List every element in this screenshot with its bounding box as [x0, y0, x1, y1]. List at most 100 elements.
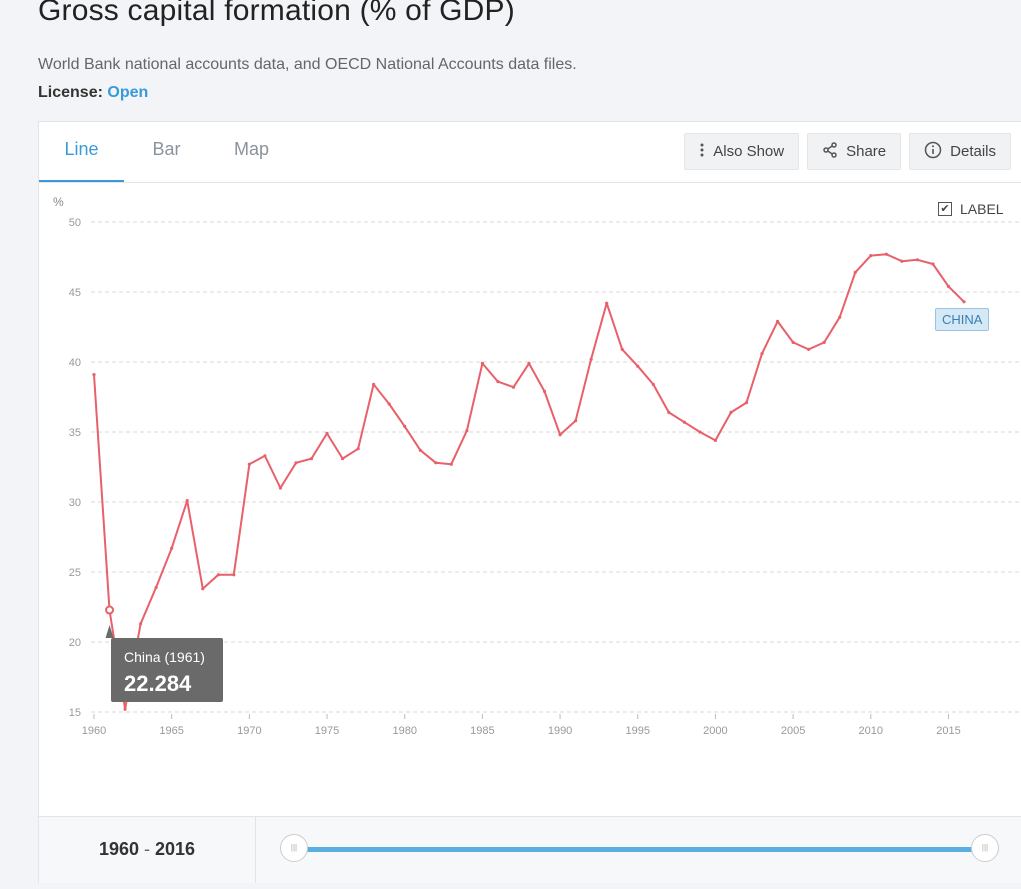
- license-line: License: Open: [38, 84, 148, 102]
- x-tick-label: 1985: [470, 725, 494, 737]
- data-point: [931, 262, 935, 266]
- data-point: [574, 419, 578, 423]
- data-point: [247, 462, 251, 466]
- also-show-label: Also Show: [713, 143, 785, 160]
- data-point: [605, 301, 609, 305]
- y-tick-label: 25: [69, 567, 81, 579]
- y-tick-label: 30: [69, 497, 81, 509]
- data-point: [92, 373, 96, 377]
- data-point: [807, 347, 811, 351]
- data-point: [325, 431, 329, 435]
- x-tick-label: 1965: [159, 725, 183, 737]
- data-point: [698, 430, 702, 434]
- details-button[interactable]: Details: [909, 133, 1011, 170]
- data-point: [170, 546, 174, 550]
- y-tick-label: 15: [69, 707, 81, 719]
- license-link[interactable]: Open: [107, 84, 149, 101]
- highlight-marker: [105, 605, 115, 615]
- toolbar: Also Show Share Details: [684, 133, 1011, 170]
- share-icon: [822, 141, 838, 162]
- tooltip-pointer: [105, 625, 114, 639]
- data-point: [309, 457, 314, 461]
- data-point: [465, 429, 469, 433]
- tab-line[interactable]: Line: [39, 122, 124, 183]
- data-point: [139, 622, 143, 626]
- data-point: [667, 410, 671, 414]
- x-tick-label: 2015: [936, 725, 960, 737]
- tab-map[interactable]: Map: [233, 139, 269, 159]
- data-point: [869, 254, 873, 258]
- data-point: [154, 585, 158, 589]
- y-tick-label: 40: [69, 357, 81, 369]
- x-tick-label: 1970: [237, 725, 261, 737]
- data-point: [853, 270, 857, 274]
- x-tick-label: 2005: [781, 725, 805, 737]
- y-axis-unit-label: %: [53, 195, 64, 209]
- data-point: [620, 347, 624, 351]
- data-point: [449, 462, 453, 466]
- y-tick-label: 50: [69, 217, 81, 229]
- data-point: [822, 340, 826, 344]
- details-label: Details: [950, 143, 996, 160]
- data-point: [651, 382, 655, 386]
- data-point: [636, 364, 640, 368]
- series-label-china: CHINA: [935, 308, 990, 331]
- data-point: [729, 410, 733, 414]
- page-title: Gross capital formation (% of GDP): [38, 0, 515, 27]
- data-point: [278, 486, 283, 490]
- share-button[interactable]: Share: [807, 133, 902, 170]
- data-point: [372, 382, 376, 386]
- x-tick-label: 2000: [703, 725, 727, 737]
- slider-handle-end[interactable]: |||: [971, 834, 999, 862]
- data-point: [263, 454, 267, 458]
- data-point: [760, 352, 764, 356]
- checkbox-icon[interactable]: ✔: [938, 202, 952, 216]
- chart-tabs: Line Bar Map: [39, 122, 294, 183]
- tab-divider: [39, 182, 1021, 183]
- data-point: [558, 433, 562, 437]
- tab-bar[interactable]: Bar: [152, 139, 181, 159]
- data-point: [682, 420, 686, 424]
- data-point: [962, 300, 966, 304]
- data-point: [216, 573, 220, 577]
- line-chart: % 15 20 25 30 35 40 45 50 1960 1965 1970 1975 1980 198…: [53, 195, 1021, 737]
- data-point: [775, 319, 780, 323]
- data-point: [340, 457, 345, 461]
- range-footer: 1960 - 2016 ||| |||: [39, 816, 1021, 883]
- series-line-china: [93, 253, 965, 711]
- data-point: [713, 438, 718, 442]
- year-range-label: 1960 - 2016: [39, 817, 256, 883]
- tooltip-value: 22.284: [124, 671, 192, 696]
- source-text: World Bank national accounts data, and O…: [38, 56, 577, 73]
- data-point: [232, 573, 236, 577]
- data-point: [434, 461, 438, 465]
- data-point: [915, 258, 919, 262]
- info-icon: [924, 141, 942, 163]
- x-tick-label: 1995: [626, 725, 650, 737]
- data-point: [838, 315, 842, 319]
- label-toggle[interactable]: ✔ LABEL: [938, 201, 1004, 217]
- vertical-dots-icon: [699, 142, 705, 162]
- tooltip-title: China (1961): [124, 649, 205, 665]
- x-tick-label: 2010: [859, 725, 883, 737]
- data-point: [900, 259, 904, 263]
- data-point: [496, 380, 500, 384]
- license-label: License:: [38, 84, 103, 101]
- data-point: [356, 447, 360, 451]
- data-point: [387, 402, 391, 406]
- range-separator: -: [144, 839, 150, 859]
- data-point: [527, 361, 531, 365]
- x-tick-label: 1990: [548, 725, 572, 737]
- data-point: [294, 461, 298, 465]
- data-point: [123, 707, 127, 711]
- also-show-button[interactable]: Also Show: [684, 133, 800, 170]
- chart-panel: Line Bar Map Also Show Share Details % 15…: [38, 121, 1021, 883]
- data-point: [403, 424, 407, 428]
- y-tick-label: 35: [69, 427, 81, 439]
- x-tick-label: 1975: [315, 725, 339, 737]
- slider-handle-start[interactable]: |||: [280, 834, 308, 862]
- y-tick-label: 20: [69, 637, 81, 649]
- share-label: Share: [846, 143, 887, 160]
- range-slider-track[interactable]: [299, 847, 979, 852]
- data-point: [185, 499, 189, 503]
